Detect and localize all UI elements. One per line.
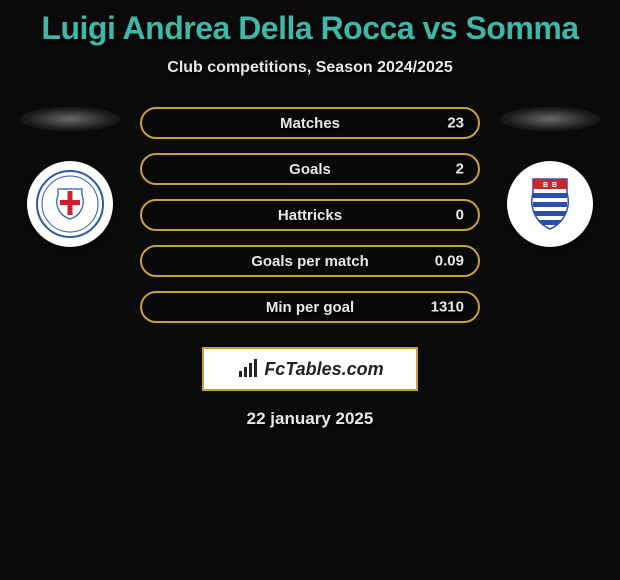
right-badge-icon: B B xyxy=(515,169,585,239)
stat-label: Min per goal xyxy=(266,299,354,316)
comparison-subtitle: Club competitions, Season 2024/2025 xyxy=(0,59,620,77)
left-club-badge xyxy=(27,161,113,247)
snapshot-date: 22 january 2025 xyxy=(0,409,620,429)
brand-watermark: FcTables.com xyxy=(202,347,418,391)
right-club-badge: B B xyxy=(507,161,593,247)
stat-label: Hattricks xyxy=(278,207,342,224)
left-player-column xyxy=(10,107,130,247)
chart-icon xyxy=(236,357,260,381)
stat-right-value: 0 xyxy=(456,207,464,224)
stat-right-value: 23 xyxy=(447,115,464,132)
right-player-silhouette xyxy=(500,107,600,131)
stat-right-value: 2 xyxy=(456,161,464,178)
stat-label: Matches xyxy=(280,115,340,132)
novara-badge-icon xyxy=(35,169,105,239)
stats-column: Matches 23 Goals 2 Hattricks 0 Goals per… xyxy=(140,107,480,323)
stat-row-hattricks: Hattricks 0 xyxy=(140,199,480,231)
stat-row-goals-per-match: Goals per match 0.09 xyxy=(140,245,480,277)
stat-label: Goals xyxy=(289,161,331,178)
left-player-silhouette xyxy=(20,107,120,131)
svg-text:B: B xyxy=(552,182,557,189)
stat-row-goals: Goals 2 xyxy=(140,153,480,185)
stat-right-value: 0.09 xyxy=(435,253,464,270)
stat-label: Goals per match xyxy=(251,253,369,270)
comparison-title: Luigi Andrea Della Rocca vs Somma xyxy=(0,10,620,47)
stat-row-matches: Matches 23 xyxy=(140,107,480,139)
svg-text:B: B xyxy=(543,182,548,189)
right-player-column: B B xyxy=(490,107,610,247)
stat-row-min-per-goal: Min per goal 1310 xyxy=(140,291,480,323)
stat-right-value: 1310 xyxy=(431,299,464,316)
brand-label: FcTables.com xyxy=(264,359,383,380)
